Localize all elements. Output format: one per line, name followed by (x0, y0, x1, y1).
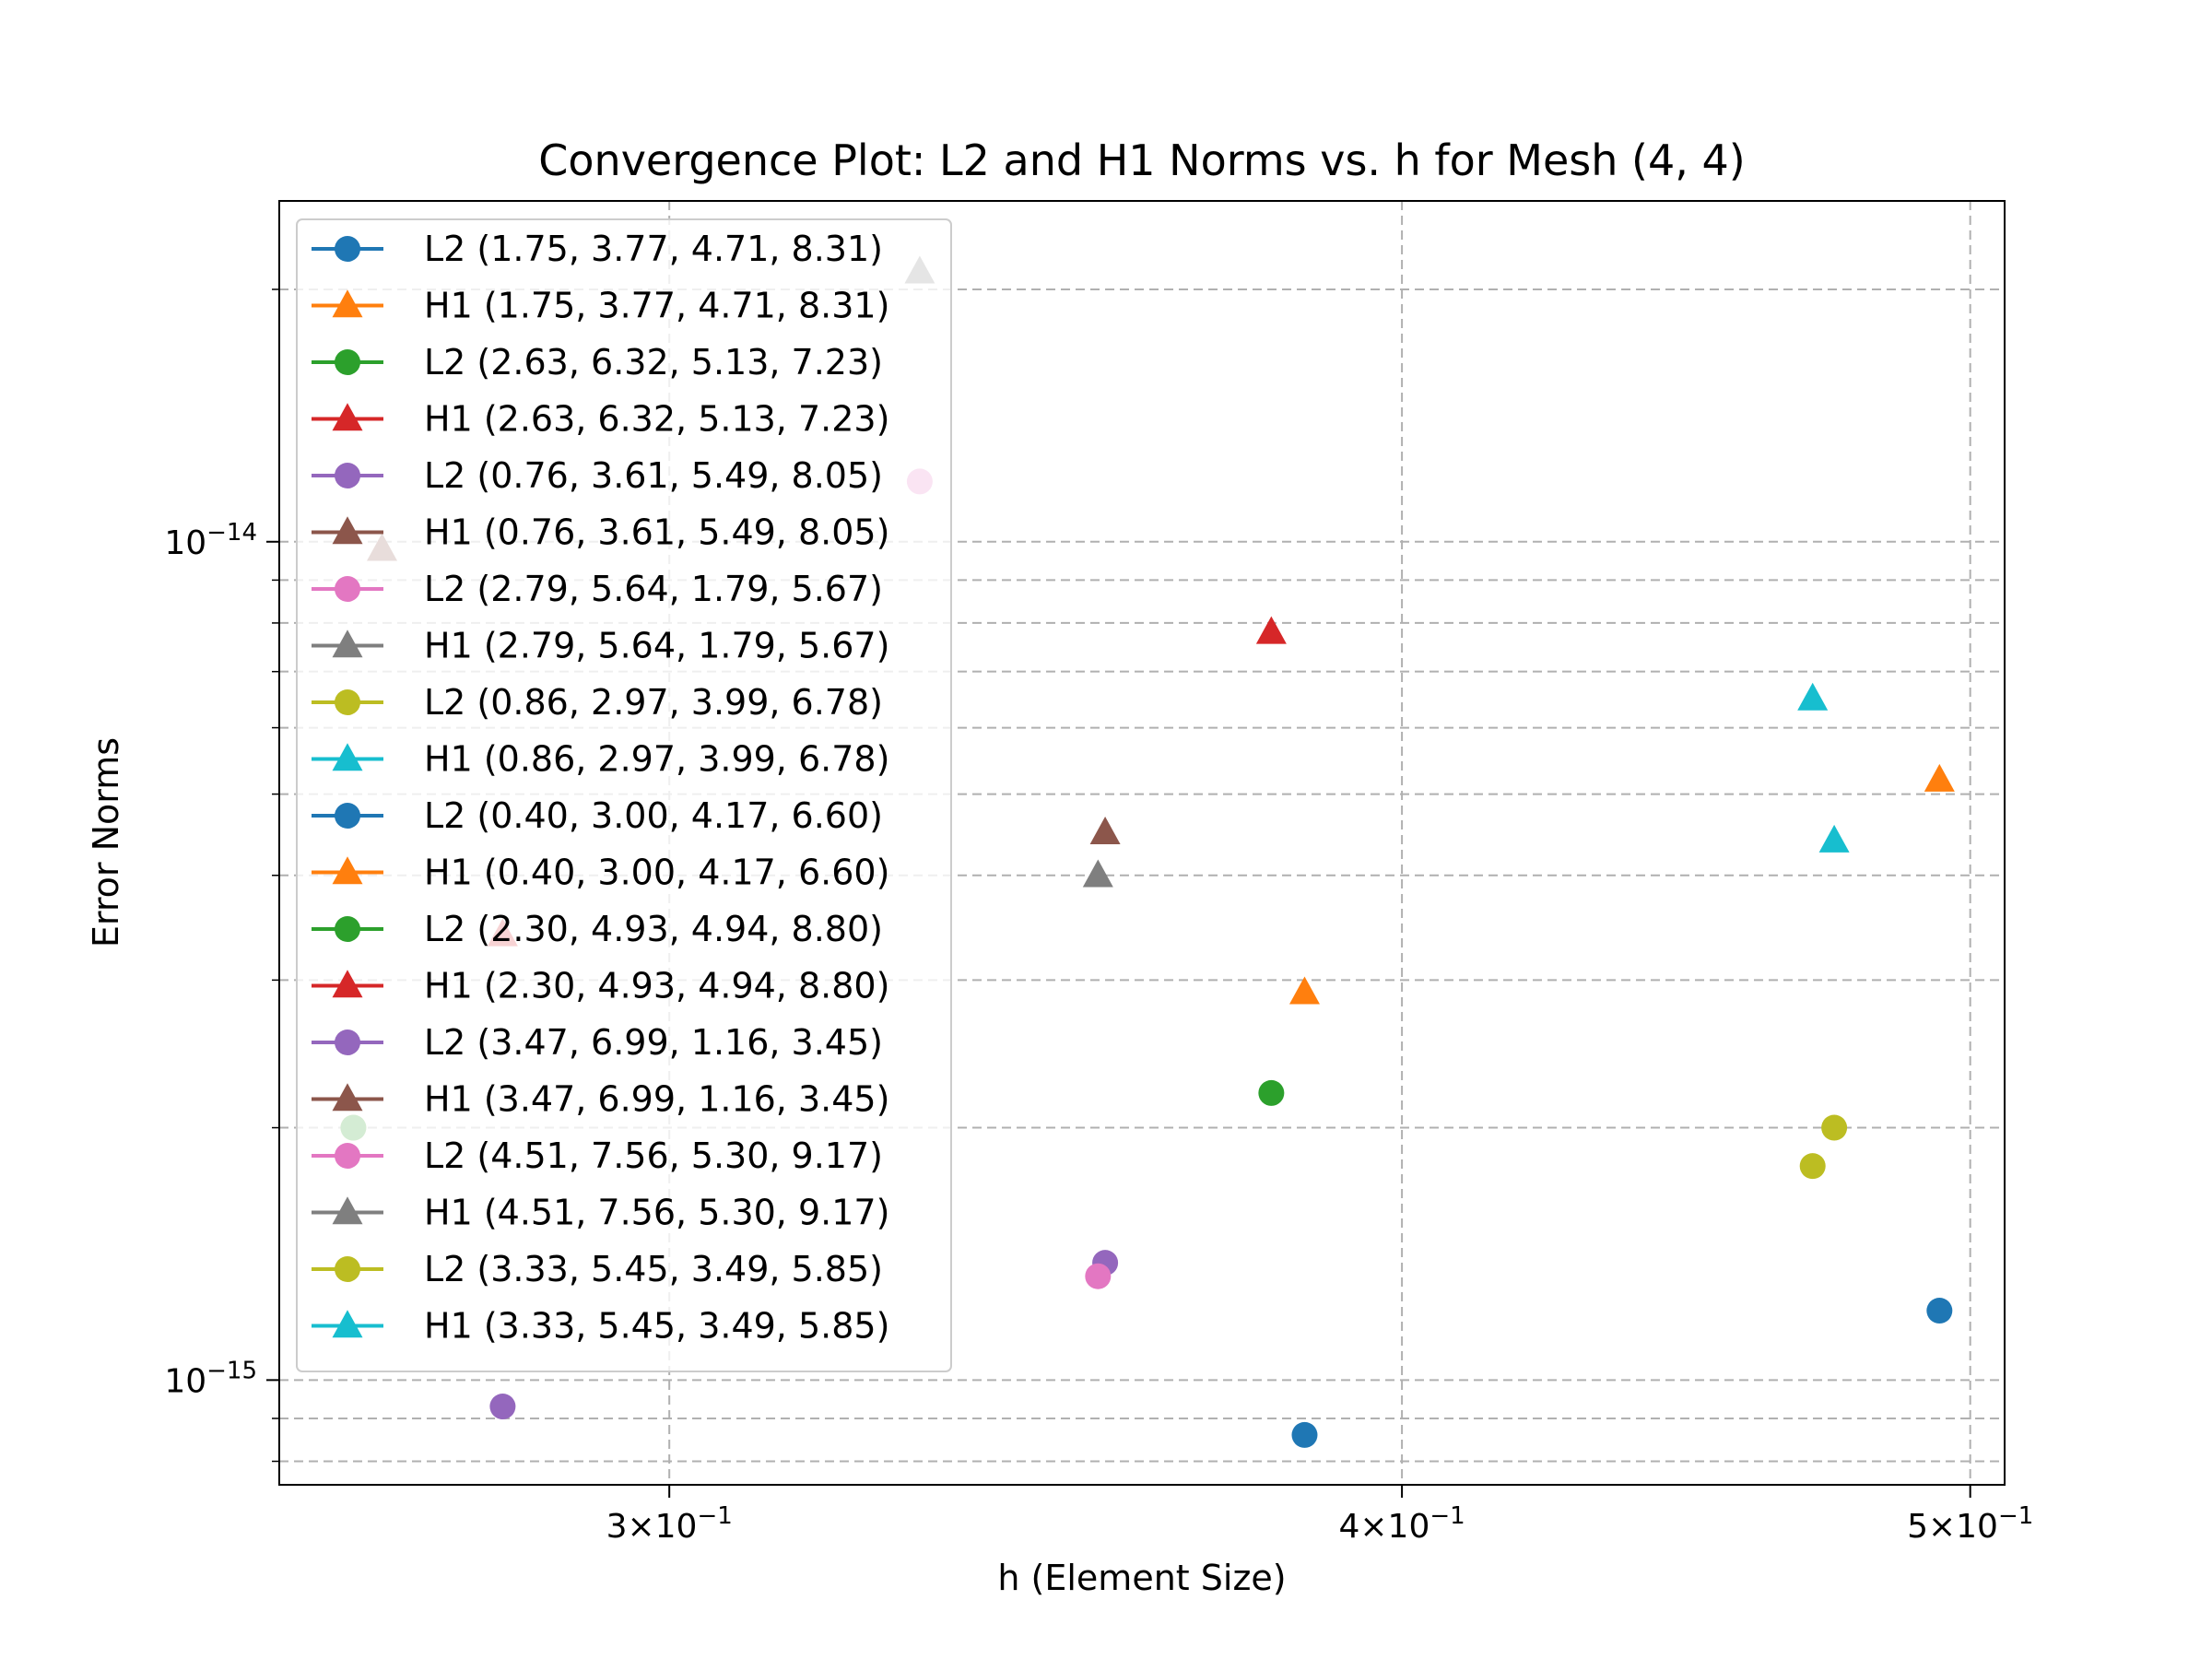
legend-label: H1 (0.86, 2.97, 3.99, 6.78) (424, 739, 889, 780)
legend-marker (335, 1143, 360, 1169)
x-tick-exponent: −1 (1998, 1502, 2033, 1530)
x-tick-exponent: −1 (1430, 1502, 1465, 1530)
legend-label: H1 (2.79, 5.64, 1.79, 5.67) (424, 626, 889, 666)
legend-label: H1 (4.51, 7.56, 5.30, 9.17) (424, 1193, 889, 1233)
legend-marker (335, 1256, 360, 1282)
y-tick-exponent: −14 (206, 519, 257, 547)
legend-marker (335, 349, 360, 375)
h1-data-point (1255, 616, 1287, 644)
legend-marker (332, 629, 363, 658)
legend: L2 (1.75, 3.77, 4.71, 8.31) H1 (1.75, 3.7… (296, 218, 952, 1372)
legend-marker (335, 916, 360, 942)
y-axis-label: Error Norms (86, 737, 126, 947)
h1-data-point (1288, 976, 1320, 1005)
l2-data-point (489, 1394, 516, 1420)
chart-title: Convergence Plot: L2 and H1 Norms vs. h … (538, 135, 1745, 185)
l2-data-point (1258, 1079, 1285, 1106)
legend-label: H1 (3.47, 6.99, 1.16, 3.45) (424, 1079, 889, 1120)
l2-data-point (1821, 1114, 1848, 1141)
legend-marker (332, 970, 363, 998)
legend-marker (335, 576, 360, 602)
legend-marker (332, 516, 363, 545)
legend-marker (332, 856, 363, 885)
legend-label: L2 (2.30, 4.93, 4.94, 8.80) (424, 909, 883, 949)
legend-label: H1 (0.76, 3.61, 5.49, 8.05) (424, 512, 889, 553)
legend-marker (332, 1083, 363, 1112)
y-tick-exponent: −15 (206, 1357, 257, 1384)
legend-label: L2 (2.79, 5.64, 1.79, 5.67) (424, 569, 883, 609)
legend-label: H1 (3.33, 5.45, 3.49, 5.85) (424, 1306, 889, 1347)
l2-data-point (1085, 1263, 1112, 1289)
legend-label: L2 (3.33, 5.45, 3.49, 5.85) (424, 1249, 883, 1289)
l2-data-point (1926, 1298, 1953, 1324)
h1-data-point (1082, 859, 1113, 888)
legend-label: L2 (1.75, 3.77, 4.71, 8.31) (424, 229, 883, 269)
legend-marker (332, 743, 363, 771)
legend-label: H1 (2.30, 4.93, 4.94, 8.80) (424, 966, 889, 1006)
h1-data-point (1089, 816, 1121, 844)
legend-label: L2 (0.76, 3.61, 5.49, 8.05) (424, 455, 883, 496)
h1-data-point (1818, 824, 1850, 853)
legend-marker (332, 289, 363, 318)
legend-label: H1 (2.63, 6.32, 5.13, 7.23) (424, 399, 889, 440)
plot-frame (278, 200, 2006, 1486)
l2-data-point (1799, 1153, 1826, 1180)
legend-marker (335, 463, 360, 488)
legend-marker (332, 403, 363, 431)
legend-marker (335, 1030, 360, 1055)
legend-marker (335, 803, 360, 829)
legend-label: L2 (4.51, 7.56, 5.30, 9.17) (424, 1135, 883, 1176)
legend-marker (335, 236, 360, 262)
x-axis-label: h (Element Size) (997, 1558, 1286, 1598)
l2-data-point (1291, 1421, 1318, 1448)
legend-label: L2 (0.86, 2.97, 3.99, 6.78) (424, 682, 883, 723)
legend-label: L2 (3.47, 6.99, 1.16, 3.45) (424, 1022, 883, 1063)
legend-label: L2 (2.63, 6.32, 5.13, 7.23) (424, 342, 883, 382)
legend-box (296, 218, 952, 1372)
legend-label: H1 (1.75, 3.77, 4.71, 8.31) (424, 286, 889, 326)
legend-marker (332, 1310, 363, 1338)
x-tick-exponent: −1 (697, 1502, 732, 1530)
legend-marker (335, 689, 360, 715)
legend-label: L2 (0.40, 3.00, 4.17, 6.60) (424, 795, 883, 836)
h1-data-point (1924, 763, 1955, 792)
legend-label: H1 (0.40, 3.00, 4.17, 6.60) (424, 853, 889, 893)
legend-marker (332, 1196, 363, 1225)
h1-data-point (1797, 682, 1829, 711)
